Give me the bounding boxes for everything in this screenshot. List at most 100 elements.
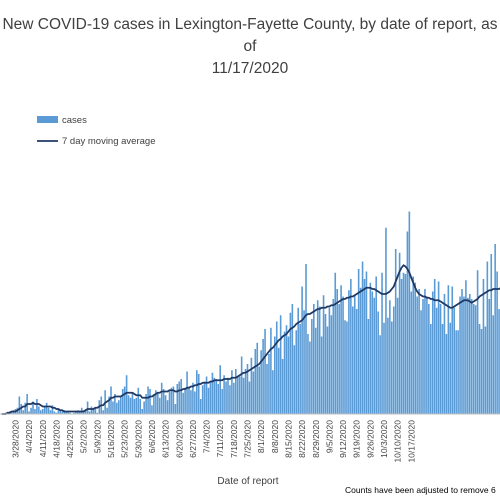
footnote: Counts have been adjusted to remove 6	[345, 485, 496, 495]
case-bar	[229, 385, 231, 414]
case-bar	[369, 282, 372, 414]
case-bar	[313, 304, 315, 414]
case-bar	[121, 389, 124, 414]
moving-average-layer	[1, 264, 500, 415]
case-bar	[490, 254, 493, 414]
case-bar	[88, 411, 91, 414]
case-bar	[153, 394, 155, 414]
case-bar	[414, 282, 416, 414]
case-bar	[240, 356, 243, 414]
case-bar	[10, 411, 13, 414]
case-bar	[180, 379, 182, 414]
case-bar	[447, 285, 450, 414]
case-bar	[324, 314, 327, 414]
case-bar	[396, 297, 399, 414]
case-bar	[340, 285, 342, 414]
case-bar	[285, 325, 288, 414]
case-bar	[433, 279, 436, 414]
case-bar	[379, 335, 381, 414]
case-bar	[480, 329, 483, 414]
x-tick-label: 6/27/2020	[188, 420, 198, 458]
case-bar	[266, 364, 268, 414]
case-bar	[342, 296, 344, 414]
case-bar	[59, 410, 62, 414]
case-bar	[295, 330, 298, 414]
case-bar	[143, 401, 145, 414]
x-tick-label: 10/3/2020	[379, 420, 389, 458]
case-bar	[299, 324, 301, 414]
legend-cases-swatch	[37, 116, 58, 123]
case-bar	[402, 272, 405, 414]
case-bar	[94, 407, 97, 414]
case-bar	[389, 300, 391, 414]
x-tick-label: 9/5/2020	[324, 420, 334, 453]
legend-average-label: 7 day moving average	[62, 136, 155, 147]
case-bar	[283, 331, 286, 414]
case-bar	[428, 304, 430, 414]
case-bar	[135, 397, 138, 414]
x-tick-label: 5/30/2020	[133, 420, 143, 458]
case-bar	[484, 326, 487, 414]
chart-title: New COVID-19 cases in Lexington-Fayette …	[2, 16, 498, 77]
case-bar	[394, 249, 397, 414]
case-bar	[424, 289, 426, 414]
case-bar	[476, 270, 479, 414]
case-bar	[387, 317, 389, 414]
case-bar	[279, 315, 282, 414]
case-bar	[303, 310, 305, 414]
case-bar	[309, 341, 311, 414]
case-bar	[311, 319, 313, 414]
case-bar	[449, 322, 452, 414]
x-tick-label: 10/17/2020	[406, 420, 416, 463]
case-bar	[274, 336, 276, 414]
x-tick-label: 4/18/2020	[51, 420, 61, 458]
case-bar	[455, 330, 457, 414]
case-bar	[254, 349, 257, 414]
bars-layer	[4, 211, 500, 414]
case-bar	[470, 299, 473, 414]
case-bar	[400, 279, 403, 414]
x-tick-label: 6/6/2020	[147, 420, 157, 453]
case-bar	[192, 382, 194, 414]
case-bar	[256, 342, 259, 414]
x-tick-label: 5/9/2020	[92, 420, 102, 453]
case-bar	[465, 280, 467, 414]
case-bar	[45, 402, 48, 414]
case-bar	[391, 321, 393, 414]
case-bar	[385, 227, 387, 414]
x-tick-label: 6/13/2020	[161, 420, 171, 458]
case-bar	[69, 412, 71, 414]
case-bar	[375, 276, 377, 414]
case-bar	[155, 390, 157, 414]
case-bar	[474, 305, 477, 414]
case-bar	[217, 384, 220, 414]
case-bar	[441, 324, 444, 414]
case-bar	[221, 389, 223, 414]
case-bar	[182, 392, 184, 414]
case-bar	[164, 395, 167, 414]
case-bar	[453, 307, 455, 414]
case-bar	[318, 306, 321, 414]
case-bar	[451, 286, 454, 414]
case-bar	[149, 389, 151, 414]
case-bar	[377, 311, 379, 414]
case-bar	[75, 411, 77, 414]
x-tick-label: 8/22/2020	[297, 420, 307, 458]
case-bar	[242, 377, 245, 414]
case-bar	[305, 264, 307, 414]
case-bar	[79, 411, 81, 414]
case-bar	[381, 272, 383, 414]
x-tick-label: 8/1/2020	[256, 420, 266, 453]
case-bar	[355, 309, 358, 414]
x-tick-label: 10/10/2020	[393, 420, 403, 463]
case-bar	[108, 396, 110, 414]
case-bar	[32, 401, 34, 414]
x-tick-label: 9/26/2020	[365, 420, 375, 458]
case-bar	[114, 394, 116, 414]
case-bar	[418, 289, 420, 414]
x-tick-label: 6/20/2020	[174, 420, 184, 458]
case-bar	[197, 374, 200, 414]
x-tick-label: 7/18/2020	[229, 420, 239, 458]
case-bar	[412, 276, 415, 414]
case-bar	[352, 306, 354, 414]
